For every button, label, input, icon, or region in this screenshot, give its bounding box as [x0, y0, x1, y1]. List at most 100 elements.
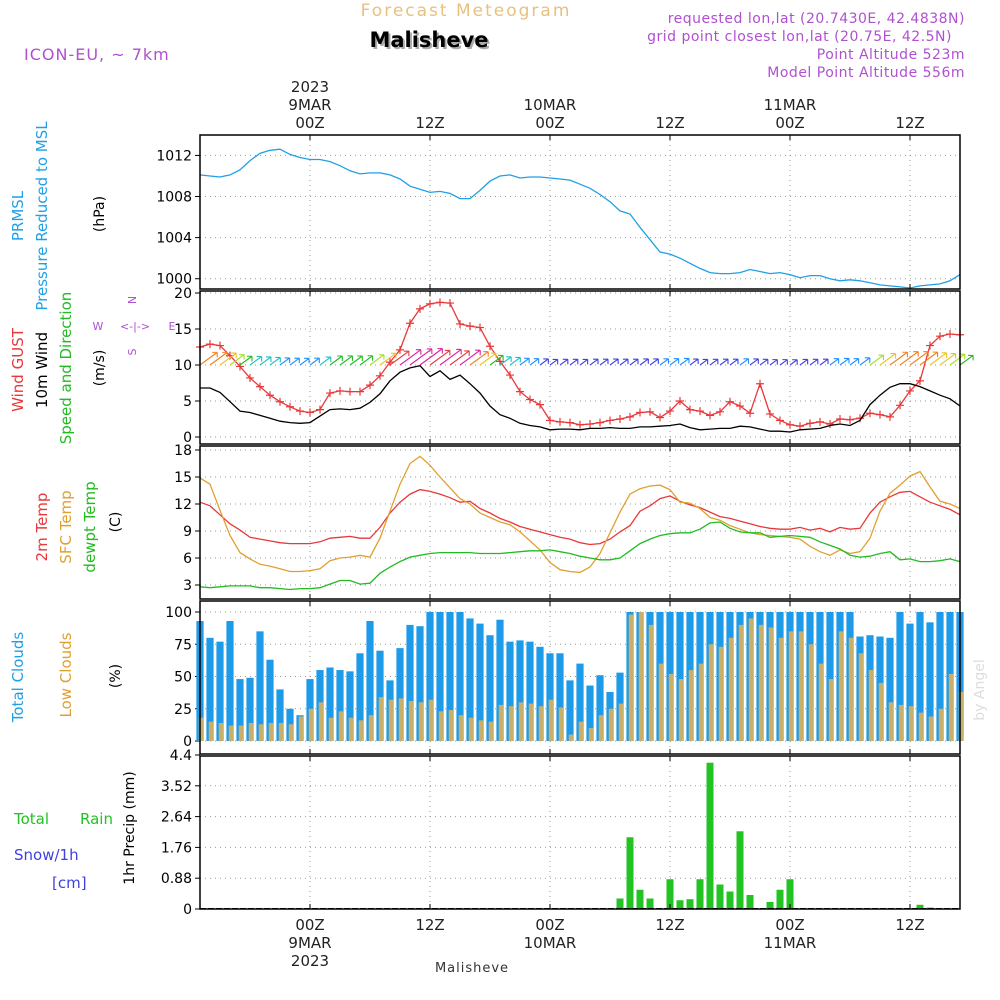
gust-marker: [416, 304, 424, 313]
low-cloud-bar: [948, 673, 954, 741]
low-cloud-bar: [278, 722, 284, 741]
gust-marker: [376, 371, 384, 380]
wind-arrow: [829, 358, 839, 366]
low-cloud-bar: [798, 631, 804, 741]
wind-arrow: [319, 356, 332, 366]
pressure-labels: PRMSL Pressure Reduced to MSL (hPa): [9, 121, 108, 311]
wind-arrow: [659, 358, 669, 366]
wind-arrow-head: [325, 356, 332, 363]
low-cloud-bar: [528, 703, 534, 741]
low-cloud-bar: [928, 716, 934, 741]
wind-arrow: [559, 358, 569, 366]
wind-arrow-head: [464, 350, 470, 356]
wind-arrow-head: [772, 359, 778, 365]
rain-bar: [726, 891, 734, 909]
low-cloud-bar: [608, 708, 614, 741]
temp-unit: (C): [108, 512, 124, 533]
total-cloud-bar: [236, 679, 244, 741]
gust-marker: [306, 408, 314, 417]
precip-labels: Total Rain Snow/1h [cm] 1hr Precip (mm): [13, 771, 138, 892]
gust-marker: [876, 410, 884, 419]
gust-marker: [476, 323, 484, 332]
panel-2-ytick-label: 6: [183, 551, 192, 567]
series-dewpt-temp-line: [199, 521, 961, 591]
wind-arrow-head: [941, 352, 948, 358]
low-cloud-bar: [338, 711, 344, 741]
top-axis-label: 2023: [291, 78, 329, 96]
wind-arrow: [819, 358, 829, 366]
gust-marker: [676, 397, 684, 405]
wind-arrow-head: [515, 356, 521, 363]
low-cloud-bar: [488, 721, 494, 741]
wind-arrow: [339, 355, 353, 366]
low-cloud-bar: [818, 663, 824, 741]
low-cloud-bar: [688, 670, 694, 741]
total-cloud-bar: [896, 612, 904, 741]
temp-dew-label: dewpt Temp: [81, 481, 99, 572]
wind-arrow-head: [543, 358, 549, 364]
gust-marker: [556, 417, 564, 426]
total-cloud-bar: [586, 685, 594, 741]
low-cloud-bar: [438, 711, 444, 741]
wind-arrow: [199, 351, 218, 366]
wind-arrow: [429, 349, 451, 366]
panel-1-ytick-label: 5: [183, 394, 192, 410]
wind-arrow: [509, 357, 521, 366]
panel-1-ytick-label: 10: [174, 358, 192, 374]
rain-bar: [666, 879, 674, 909]
wind-arrow: [449, 350, 470, 366]
low-cloud-bar: [458, 715, 464, 741]
panel-2-ytick-label: 12: [174, 497, 192, 513]
wind-unit: (m/s): [92, 350, 108, 387]
gust-marker: [606, 416, 614, 425]
wind-arrow-head: [265, 356, 272, 362]
cloud-labels: Total Clouds Low Clouds (%): [9, 632, 124, 724]
top-axis-label: 00Z: [535, 114, 564, 132]
low-cloud-bar: [918, 712, 924, 741]
total-cloud-bar: [256, 631, 264, 741]
low-cloud-bar: [678, 679, 684, 741]
panel-4-ytick-label: 1.76: [161, 840, 192, 856]
watermark: by Angel: [972, 659, 988, 720]
total-cloud-bar: [916, 612, 924, 741]
gust-marker: [696, 407, 704, 416]
gust-marker: [616, 415, 624, 423]
compass-w: W: [93, 320, 104, 333]
rain-bar: [776, 889, 784, 909]
series-10m-wind-line: [200, 364, 961, 433]
wind-arrow: [899, 351, 919, 366]
rain-bar: [616, 898, 624, 909]
wind-arrow-head: [256, 355, 263, 362]
low-cloud-bar: [768, 627, 774, 741]
wind-arrow: [369, 354, 385, 366]
series-2m-temp-line: [199, 488, 961, 546]
wind-arrow: [239, 355, 253, 366]
panel-4: 0 0.88 1.76 2.64 3.52 4.4: [161, 748, 961, 918]
wind-arrow-head: [456, 348, 462, 355]
low-cloud-bar: [788, 631, 794, 741]
wind-arrow-head: [426, 348, 433, 354]
wind-arrow: [619, 358, 629, 366]
gust-marker: [516, 387, 524, 396]
wind-arrow: [739, 358, 749, 366]
low-cloud-bar: [558, 707, 564, 741]
wind-arrow: [879, 353, 896, 366]
top-axis-label: 12Z: [895, 114, 924, 132]
temp-labels: 2m Temp SFC Temp dewpt Temp (C): [33, 481, 124, 572]
wind-arrow: [849, 358, 859, 366]
low-cloud-bar: [418, 702, 424, 741]
wind-gust-label: Wind GUST: [9, 327, 27, 412]
gust-marker: [736, 402, 744, 411]
wind-arrow: [499, 356, 512, 366]
low-cloud-bar: [198, 717, 204, 741]
gust-marker: [286, 402, 294, 411]
low-cloud-bar: [308, 708, 314, 741]
wind-arrow-head: [275, 356, 281, 363]
panel-3-frame: [199, 600, 961, 755]
low-cloud-bar: [758, 624, 764, 741]
gust-marker: [316, 405, 324, 414]
gust-marker: [706, 411, 714, 420]
wind-arrow-head: [932, 351, 939, 358]
precip-total-label: Total: [13, 810, 49, 828]
wind-arrow-head: [491, 352, 497, 359]
